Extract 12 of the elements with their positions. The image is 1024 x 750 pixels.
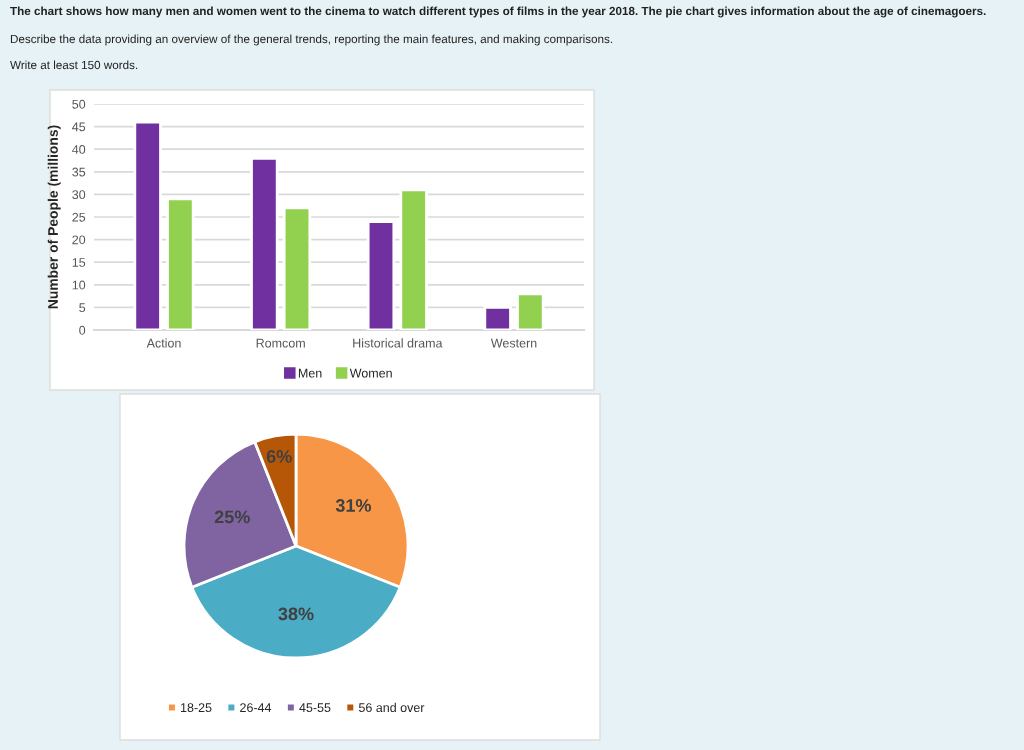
bar (282, 206, 312, 330)
bar (133, 120, 162, 330)
bar (250, 156, 279, 330)
data-label: 25% (214, 510, 250, 524)
data-label: 6% (266, 450, 292, 463)
data-label: 38% (278, 607, 314, 621)
bar (366, 220, 396, 330)
bar (166, 197, 195, 330)
data-label: 31% (335, 499, 372, 512)
bar (483, 306, 512, 330)
bar (399, 188, 428, 330)
bar (516, 292, 545, 330)
